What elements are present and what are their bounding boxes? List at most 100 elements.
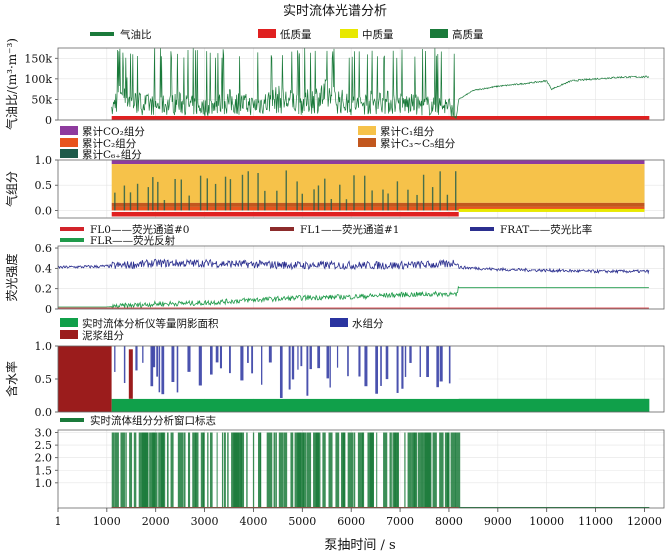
water-spike: [156, 346, 159, 377]
x-tick-label-7: 7000: [386, 515, 414, 528]
window-flag-bar: [114, 432, 119, 508]
water-spike: [219, 346, 223, 369]
y-tick-label-fluo-2: 0.4: [35, 262, 53, 275]
y-tick-label-water-2: 1.0: [35, 340, 53, 353]
window-flag-bar: [389, 432, 392, 508]
y-tick-label-gor-3: 150k: [24, 52, 52, 65]
water-spike: [215, 346, 219, 363]
gas-spike: [206, 178, 208, 211]
gas-spike: [387, 193, 389, 211]
mud-spike: [128, 349, 133, 399]
frame-window: [57, 429, 665, 509]
water-spike: [358, 346, 361, 377]
x-tick-label-3: 3000: [191, 515, 219, 528]
gas-spike: [136, 183, 139, 211]
window-flag-bar: [183, 432, 186, 508]
window-flag-bar: [257, 432, 262, 508]
water-spike: [288, 346, 291, 390]
x-tick-label-10: 10000: [529, 515, 564, 528]
water-spike: [326, 346, 330, 379]
gas-spike: [276, 190, 278, 211]
x-axis: 1 1000 2000 3000 4000 5000 6000 7000 8000 9000 100…: [55, 508, 662, 528]
legend-label-water-1: 水组分: [352, 317, 384, 330]
gas-spike: [241, 174, 244, 211]
series-frat: [58, 258, 650, 275]
gas-spike: [152, 177, 154, 211]
y-tick-label-gas-0: 0.0: [35, 204, 53, 217]
water-spike: [439, 346, 443, 382]
gas-spike: [353, 175, 355, 211]
water-spike: [176, 346, 179, 393]
water-spike: [268, 346, 272, 363]
window-flag-bar: [335, 432, 340, 508]
legend-swatch-gor-1: [258, 29, 276, 38]
frame-fluo: [57, 245, 665, 310]
x-tick-label-4: 4000: [239, 515, 267, 528]
legend-label-gor-2: 中质量: [362, 28, 394, 41]
window-flag-bar: [353, 432, 356, 508]
window-flag-bar: [432, 432, 437, 508]
x-tick-label-12: 12000: [627, 515, 662, 528]
y-tick-label-fluo-0: 0: [45, 303, 52, 316]
window-flag-bar: [455, 432, 461, 508]
window-flag-bar: [273, 432, 276, 508]
x-tick-label-5: 5000: [288, 515, 316, 528]
legend-label-gor-3: 高质量: [452, 28, 484, 41]
window-flag-bar: [177, 432, 184, 508]
window-flag-bar: [397, 432, 399, 508]
y-tick-label-window-4: 3.0: [35, 427, 53, 440]
legend-label-water-2: 泥浆组分: [82, 329, 124, 342]
y-tick-label-fluo-3: 0.6: [35, 242, 53, 255]
water-spike: [291, 346, 295, 380]
x-tick-label-0: 1: [55, 515, 62, 528]
window-flag-bar: [404, 432, 406, 508]
legend-swatch-gas-0: [60, 126, 78, 135]
gas-spike: [123, 185, 126, 211]
panel-fluo: 0 0.2 0.4 0.6 荧光强度 FL0——荧光通道#0 FL1——荧光通道#1 FRAT…: [4, 223, 665, 316]
chart-title: 实时流体光谱分析: [283, 4, 387, 19]
gas-spike: [422, 174, 425, 211]
window-flag-bar: [394, 432, 399, 508]
water-spike: [209, 346, 213, 375]
band-CO2: [111, 160, 645, 165]
gas-spike: [431, 187, 434, 211]
gas-spike: [446, 194, 449, 211]
plot-area-gor: [111, 48, 650, 120]
window-flag-bar: [125, 432, 127, 508]
gas-spike: [174, 178, 176, 211]
water-spike: [347, 346, 349, 377]
water-spike: [247, 346, 249, 363]
water-bg: [111, 346, 459, 399]
plot-area-gas: [111, 160, 645, 217]
window-flag-bar: [207, 432, 209, 508]
window-flag-bar: [227, 432, 229, 508]
gas-spike: [439, 171, 441, 211]
window-flag-bar: [161, 432, 166, 508]
y-tick-label-fluo-1: 0.2: [35, 283, 53, 296]
gas-spike: [313, 189, 315, 211]
x-tick-label-6: 6000: [337, 515, 365, 528]
window-flag-bar: [369, 432, 374, 508]
window-flag-bar: [342, 432, 346, 508]
legend-label-fluo-0: FL0——荧光通道#0: [90, 223, 189, 236]
gas-spike: [247, 171, 249, 211]
frame-gor: [57, 47, 665, 121]
window-flag-bar: [283, 432, 288, 508]
gas-spike: [345, 199, 348, 211]
y-tick-label-gor-0: 0: [45, 114, 52, 127]
water-spike: [261, 346, 263, 385]
gas-spike: [364, 175, 366, 211]
window-flag-bar: [129, 432, 133, 508]
water-spike: [171, 346, 175, 383]
x-tick-label-1: 1000: [93, 515, 121, 528]
frame-water: [57, 345, 665, 413]
water-spike: [297, 346, 299, 370]
gas-spike: [416, 194, 418, 211]
window-flag-bar: [383, 432, 388, 508]
band-C35: [111, 202, 645, 207]
y-tick-label-window-1: 1.5: [35, 464, 53, 477]
series-flr: [58, 285, 649, 309]
water-spike: [448, 346, 451, 384]
